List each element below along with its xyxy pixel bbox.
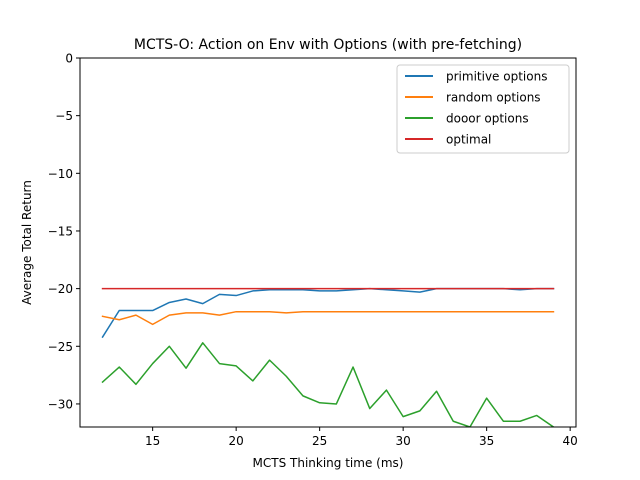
series-line-random-options bbox=[101, 310, 555, 326]
y-tick-label: 0 bbox=[65, 52, 73, 66]
legend-label-random-options: random options bbox=[446, 91, 541, 105]
y-tick-label: −30 bbox=[48, 397, 73, 411]
y-axis: 0 −5 −10 −15 −20 −25 −30 bbox=[48, 52, 80, 411]
y-tick-label: −25 bbox=[48, 340, 73, 354]
x-tick-label: 20 bbox=[229, 434, 244, 448]
plot-frame bbox=[79, 57, 577, 428]
x-axis-title: MCTS Thinking time (ms) bbox=[253, 456, 404, 470]
y-tick-label: −10 bbox=[48, 167, 73, 181]
y-axis-title: Average Total Return bbox=[20, 180, 34, 305]
series-line-dooor-options bbox=[101, 342, 555, 427]
legend-label-primitive-options: primitive options bbox=[446, 70, 547, 84]
legend-label-dooor-options: dooor options bbox=[446, 112, 529, 126]
legend-box bbox=[396, 64, 570, 154]
y-tick-label: −5 bbox=[55, 109, 73, 123]
chart-title: MCTS-O: Action on Env with Options (with… bbox=[134, 37, 522, 53]
x-tick-label: 15 bbox=[145, 434, 160, 448]
y-tick-label: −15 bbox=[48, 224, 73, 238]
x-tick-label: 30 bbox=[396, 434, 411, 448]
series-layer bbox=[101, 287, 555, 427]
x-axis: 15 20 25 30 35 40 bbox=[145, 427, 578, 448]
legend-label-optimal: optimal bbox=[446, 133, 491, 147]
x-tick-label: 25 bbox=[312, 434, 327, 448]
legend[interactable]: primitive options random options dooor opt… bbox=[396, 64, 570, 154]
x-tick-label: 35 bbox=[479, 434, 494, 448]
y-tick-label: −20 bbox=[48, 282, 73, 296]
x-tick-label: 40 bbox=[563, 434, 578, 448]
